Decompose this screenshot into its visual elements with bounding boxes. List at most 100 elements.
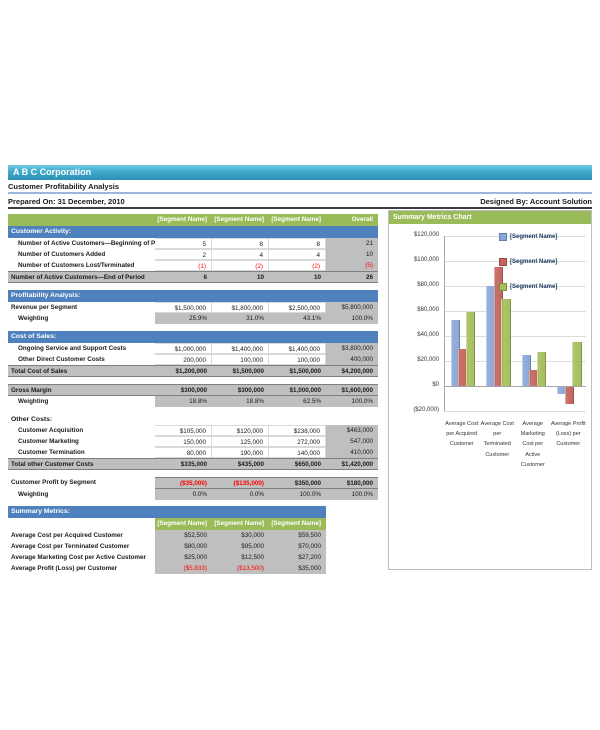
x-axis-label: Average Profit (Loss) per Customer bbox=[550, 421, 586, 448]
segment-value: 100.0% bbox=[269, 489, 326, 500]
gridline bbox=[444, 286, 586, 287]
gridline bbox=[444, 361, 586, 362]
segment-value: (1) bbox=[155, 260, 212, 271]
overall-value: $1,600,000 bbox=[326, 385, 378, 395]
section-title: Customer Activity: bbox=[11, 228, 72, 235]
segment-value: $1,400,000 bbox=[212, 343, 269, 354]
prepared-on-text: Prepared On: 31 December, 2010 bbox=[8, 197, 125, 206]
summary-value: $27,200 bbox=[269, 552, 326, 563]
segment-value: 125,000 bbox=[212, 436, 269, 447]
table-row: Customer Profit by Segment ($35,000) ($135… bbox=[8, 477, 378, 489]
overall-value: $1,420,000 bbox=[326, 459, 378, 469]
y-axis-label: $40,000 bbox=[417, 332, 439, 338]
summary-row: Average Cost per Acquired Customer $52,50… bbox=[8, 530, 326, 541]
section-header: Profitability Analysis: bbox=[8, 290, 378, 302]
table-row: Weighting 18.8% 18.8% 62.5% 100.0% bbox=[8, 396, 378, 407]
summary-value: $25,000 bbox=[155, 552, 212, 563]
summary-value: $30,000 bbox=[212, 530, 269, 541]
row-label: Number of Customers Added bbox=[18, 251, 106, 258]
y-axis-label: $0 bbox=[432, 382, 439, 388]
legend-item: [Segment Name] bbox=[499, 258, 557, 266]
row-label: Customer Termination bbox=[18, 449, 85, 456]
section-title: Profitability Analysis: bbox=[11, 292, 81, 299]
summary-segment-header-row: [Segment Name] [Segment Name] [Segment Nam… bbox=[8, 518, 326, 530]
summary-section-header: Summary Metrics: bbox=[8, 506, 326, 518]
row-label: Ongoing Service and Support Costs bbox=[18, 345, 127, 352]
y-axis-label: $100,000 bbox=[413, 257, 439, 263]
row-label: Gross Margin bbox=[11, 387, 52, 394]
y-axis-label: $60,000 bbox=[417, 307, 439, 313]
segment-column-header: [Segment Name] bbox=[155, 518, 212, 530]
summary-row: Average Profit (Loss) per Customer ($5,83… bbox=[8, 563, 326, 574]
overall-value: 410,000 bbox=[326, 447, 378, 458]
gridline bbox=[444, 336, 586, 337]
bar-series3-cat4 bbox=[572, 342, 582, 386]
segment-value: 190,000 bbox=[212, 447, 269, 458]
summary-value: ($5,833) bbox=[155, 563, 212, 574]
segment-value: 0.0% bbox=[212, 489, 269, 500]
segment-column-header: [Segment Name] bbox=[155, 214, 212, 226]
segment-value: 4 bbox=[269, 249, 326, 260]
segment-value: 10 bbox=[256, 274, 264, 281]
summary-value: ($13,500) bbox=[212, 563, 269, 574]
summary-value: $70,000 bbox=[269, 541, 326, 552]
overall-value: 400,000 bbox=[326, 354, 378, 365]
section-title: Other Costs: bbox=[11, 416, 53, 423]
row-label: Total Cost of Sales bbox=[11, 368, 68, 375]
table-row: Other Direct Customer Costs 200,000 100,00… bbox=[8, 354, 378, 365]
table-row: Total Cost of Sales $1,200,000 $1,500,000 $… bbox=[8, 365, 378, 377]
designed-by-text: Designed By: Account Solution bbox=[480, 197, 592, 206]
divider-dark bbox=[8, 207, 592, 209]
company-banner: A B C Corporation bbox=[8, 165, 592, 180]
overall-value: $4,200,000 bbox=[326, 366, 378, 376]
segment-value: 4 bbox=[212, 249, 269, 260]
overall-value: 10 bbox=[326, 249, 378, 260]
overall-value: $5,800,000 bbox=[326, 302, 378, 313]
row-label: Revenue per Segment bbox=[11, 304, 78, 311]
segment-value: $1,000,000 bbox=[289, 387, 321, 394]
summary-value: $59,500 bbox=[269, 530, 326, 541]
table-row: Customer Termination 80,000 190,000 140,000… bbox=[8, 447, 378, 458]
segment-value: 8 bbox=[269, 238, 326, 249]
segment-value: 272,000 bbox=[269, 436, 326, 447]
segment-value: 100,000 bbox=[212, 354, 269, 365]
section-header: Customer Activity: bbox=[8, 226, 378, 238]
row-label: Number of Active Customers—End of Period bbox=[11, 274, 145, 281]
summary-metrics-table: Summary Metrics: [Segment Name] [Segment N… bbox=[8, 506, 326, 574]
y-axis-label: ($20,000) bbox=[413, 407, 439, 413]
segment-value: (2) bbox=[269, 260, 326, 271]
segment-value: 150,000 bbox=[155, 436, 212, 447]
segment-value: $1,800,000 bbox=[212, 302, 269, 313]
row-label: Number of Customers Lost/Terminated bbox=[18, 262, 135, 269]
segment-value: 200,000 bbox=[155, 354, 212, 365]
legend-label: [Segment Name] bbox=[510, 259, 558, 265]
table-row: Number of Customers Lost/Terminated (1) (2… bbox=[8, 260, 378, 271]
segment-value: 10 bbox=[313, 274, 321, 281]
table-row: Weighting 0.0% 0.0% 100.0% 100.0% bbox=[8, 489, 378, 500]
summary-value: $80,000 bbox=[155, 541, 212, 552]
profitability-table: [Segment Name] [Segment Name] [Segment Nam… bbox=[8, 214, 378, 507]
segment-value: $435,000 bbox=[237, 461, 264, 468]
divider-blue bbox=[8, 192, 592, 194]
segment-value: $350,000 bbox=[269, 477, 326, 489]
bar-series3-cat3 bbox=[536, 352, 546, 386]
section-title: Cost of Sales: bbox=[11, 333, 57, 340]
segment-value: $105,000 bbox=[155, 425, 212, 436]
summary-metrics-chart: Summary Metrics Chart $120,000 $100,000 $8… bbox=[388, 210, 592, 570]
table-row: Number of Active Customers—End of Period… bbox=[8, 271, 378, 283]
gridline bbox=[444, 261, 586, 262]
x-axis-label: Average Cost per Acquired Customer bbox=[445, 421, 479, 448]
summary-value: $95,000 bbox=[212, 541, 269, 552]
legend-label: [Segment Name] bbox=[510, 284, 558, 290]
segment-value: 0.0% bbox=[155, 489, 212, 500]
overall-value: $3,800,000 bbox=[326, 343, 378, 354]
doc-subtitle: Customer Profitability Analysis bbox=[8, 182, 119, 191]
segment-value: 100,000 bbox=[269, 354, 326, 365]
overall-value: $180,000 bbox=[326, 477, 378, 489]
table-row: Revenue per Segment $1,500,000 $1,800,000 $… bbox=[8, 302, 378, 313]
segment-value: $1,200,000 bbox=[175, 368, 207, 375]
overall-value: $463,000 bbox=[326, 425, 378, 436]
summary-row-label: Average Marketing Cost per Active Custom… bbox=[11, 554, 146, 561]
segment-value: $1,500,000 bbox=[232, 368, 264, 375]
segment-column-header: [Segment Name] bbox=[269, 214, 326, 226]
